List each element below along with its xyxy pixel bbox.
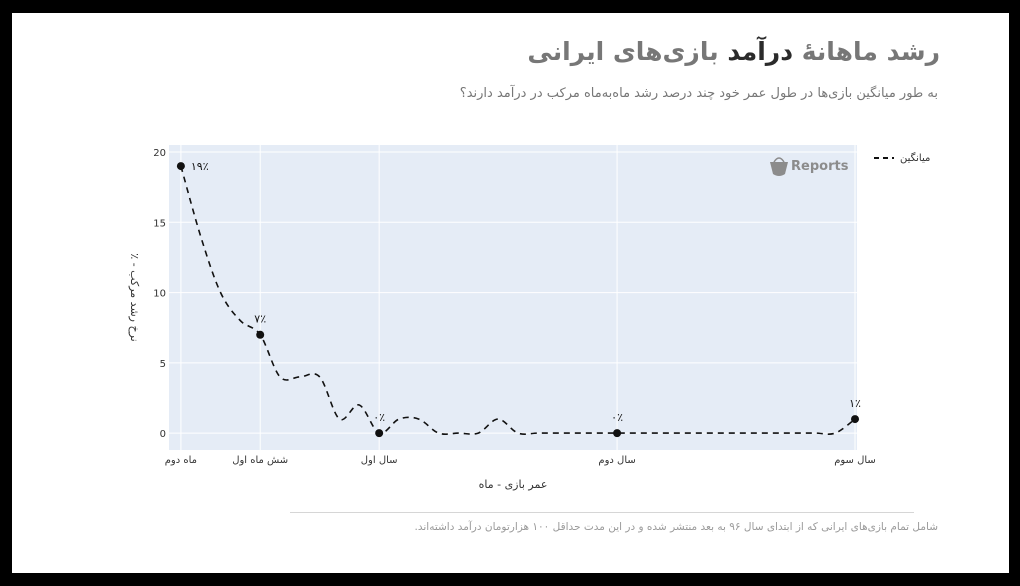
legend[interactable]: میانگین xyxy=(874,152,930,164)
y-tick-label: 0 xyxy=(160,429,166,440)
plot-area xyxy=(169,145,857,450)
x-tick-label: سال سوم xyxy=(834,455,876,466)
y-tick-label: 10 xyxy=(153,289,166,300)
title-part-2: بازی‌های ایرانی xyxy=(527,37,728,66)
bag-icon xyxy=(770,157,788,176)
watermark-text: Reports xyxy=(791,159,849,174)
x-tick-label: ماه دوم xyxy=(165,455,197,466)
data-point xyxy=(176,162,185,171)
x-tick-label: سال دوم xyxy=(598,455,635,466)
data-point xyxy=(613,429,622,438)
data-points: ۱۹٪ ۷٪ ۰٪ ۰٪ ۱٪ xyxy=(176,160,861,438)
watermark: Reports xyxy=(770,157,849,176)
title-highlight: درآمد xyxy=(727,37,794,66)
y-tick-label: 20 xyxy=(153,148,166,159)
grid-lines xyxy=(169,145,857,450)
data-label: ۱٪ xyxy=(849,397,861,410)
x-axis-title: عمر بازی - ماه xyxy=(479,478,548,491)
data-label: ۰٪ xyxy=(373,411,385,424)
data-point xyxy=(375,429,384,438)
data-label: ۷٪ xyxy=(254,313,266,326)
data-label: ۱۹٪ xyxy=(191,160,209,173)
y-axis-title: ٪ - نرخ رشد مرکب xyxy=(128,253,141,341)
x-tick-label: سال اول xyxy=(361,455,398,466)
chart-subtitle: به طور میانگین بازی‌ها در طول عمر خود چن… xyxy=(459,86,938,101)
series-line xyxy=(180,165,856,435)
x-tick-label: شش ماه اول xyxy=(232,455,288,466)
y-tick-label: 15 xyxy=(153,218,166,229)
footnote: شامل تمام بازی‌های ایرانی که از ابتدای س… xyxy=(414,521,938,533)
data-point xyxy=(851,415,860,424)
chart-title: رشد ماهانهٔ درآمد بازی‌های ایرانی xyxy=(527,37,940,66)
data-point xyxy=(256,330,265,339)
data-label: ۰٪ xyxy=(611,411,623,424)
footer-divider xyxy=(290,512,914,513)
legend-label: میانگین xyxy=(900,152,930,164)
y-tick-label: 5 xyxy=(160,359,166,370)
title-part-1: رشد ماهانهٔ xyxy=(793,37,940,66)
axis-ticks: 0 5 10 15 20 ماه دوم شش ماه اول سال اول سال دوم س… xyxy=(153,148,876,466)
